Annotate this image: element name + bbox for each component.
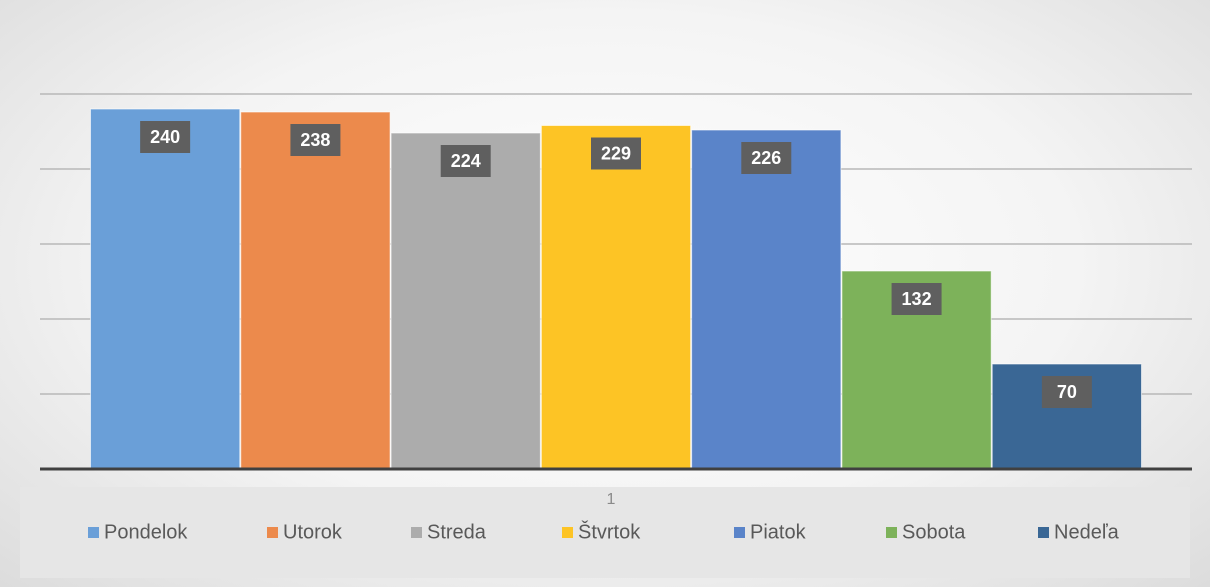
data-label: 229 — [601, 143, 631, 163]
data-label-box — [290, 124, 341, 156]
data-label-box — [741, 142, 792, 174]
bar — [691, 129, 842, 470]
data-label: 240 — [150, 127, 180, 147]
legend-area — [20, 487, 1190, 578]
bar — [90, 108, 241, 470]
data-label-box — [1041, 376, 1092, 408]
legend-label: Pondelok — [104, 521, 188, 543]
legend-swatch — [88, 527, 99, 538]
data-label: 132 — [902, 289, 932, 309]
data-label: 70 — [1057, 382, 1077, 402]
legend-label: Štvrtok — [578, 520, 641, 543]
legend-swatch — [267, 527, 278, 538]
legend-label: Streda — [427, 521, 487, 543]
data-label: 226 — [751, 148, 781, 168]
legend-label: Nedeľa — [1054, 521, 1120, 543]
bar — [390, 132, 541, 470]
legend-swatch — [562, 527, 573, 538]
data-label: 224 — [451, 151, 481, 171]
data-label: 238 — [300, 130, 330, 150]
data-label-box — [440, 145, 491, 177]
bar — [240, 111, 391, 470]
legend-swatch — [411, 527, 422, 538]
bar — [540, 125, 692, 470]
legend-swatch — [1038, 527, 1049, 538]
data-label-box — [891, 283, 942, 315]
x-tick-label: 1 — [607, 491, 616, 508]
legend-label: Sobota — [902, 521, 966, 543]
data-label-box — [591, 137, 641, 170]
legend-label: Utorok — [283, 521, 343, 543]
data-label-box — [140, 121, 191, 153]
legend-swatch — [886, 527, 897, 538]
legend-label: Piatok — [750, 521, 807, 543]
legend-swatch — [734, 527, 745, 538]
